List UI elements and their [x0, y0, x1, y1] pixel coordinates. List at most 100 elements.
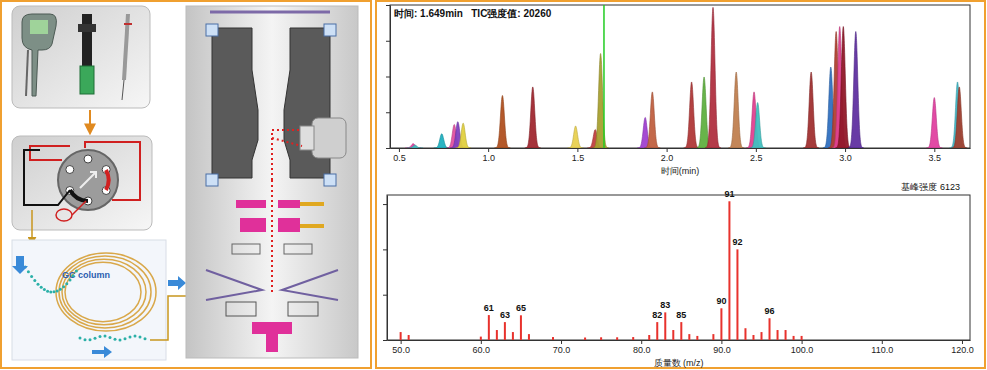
tick-mark — [399, 148, 400, 152]
column-coil — [62, 259, 146, 325]
spectrum-bar — [408, 335, 410, 340]
syringe-plunger — [124, 23, 132, 25]
tick: 3.5 — [929, 148, 942, 163]
spectrum-bar — [664, 312, 666, 340]
peak — [848, 32, 864, 148]
ms-top-plate — [210, 11, 330, 14]
tick-mark — [386, 5, 390, 6]
analyte-dot — [43, 288, 46, 291]
source-block-r — [288, 302, 318, 316]
source-wedge — [206, 270, 338, 300]
peak — [407, 145, 423, 148]
analyte-dot — [46, 290, 49, 293]
spectrum-bar — [512, 332, 514, 340]
chart-subtitle: 基峰强度 6123 — [901, 182, 960, 192]
spectrum-bar — [616, 337, 618, 340]
rod-b — [300, 224, 324, 228]
spectrum-bar — [712, 334, 714, 340]
x-axis: 50.060.070.080.090.0100.0110.0120.0 — [388, 340, 974, 355]
lens-f — [284, 244, 312, 254]
peak — [495, 95, 511, 148]
spectrum-bar — [752, 335, 754, 340]
figure: GC column0.51.01.52.02.53.03.5时间(min)时间:… — [0, 0, 987, 370]
lens-c — [240, 218, 266, 232]
spectrum-bar — [720, 308, 722, 340]
quad-left — [212, 28, 258, 178]
analyte-dot — [62, 285, 65, 288]
analyte-dot — [72, 274, 75, 277]
analyte-dot — [124, 337, 127, 340]
quad-clip — [324, 174, 336, 186]
analyte-dot — [27, 270, 30, 273]
spectrum-bar — [801, 336, 803, 340]
tick-mark — [882, 340, 883, 344]
spectrum-bar — [656, 322, 658, 340]
peak-label: 65 — [516, 303, 526, 313]
spectrum-bar — [520, 315, 522, 340]
analyte-dot — [49, 290, 52, 293]
analyte-dot — [84, 338, 87, 341]
spectrum-bar — [504, 322, 506, 340]
analyte-dot — [65, 282, 68, 285]
chart-title: 时间: 1.649min TIC强度值: 20260 — [394, 8, 552, 19]
spectrum-bar — [600, 337, 602, 340]
spectrum-bar — [496, 330, 498, 340]
sampling-box — [12, 6, 150, 108]
tick-mark — [401, 340, 402, 344]
peak — [684, 82, 700, 148]
analyte-dot — [53, 290, 56, 293]
injector-vial — [80, 66, 94, 94]
analyte-dot — [99, 335, 102, 338]
tick-mark — [481, 340, 482, 344]
left-panel-border — [1, 1, 371, 368]
analyte-dot — [109, 336, 112, 339]
tick-label: 70.0 — [553, 345, 571, 355]
spectrum-bar — [400, 332, 402, 340]
tick: 0.5 — [393, 148, 406, 163]
x-axis-line — [391, 148, 971, 149]
peak-label: 61 — [484, 303, 494, 313]
tick-label: 3.0 — [839, 153, 852, 163]
texts: 时间(min)时间: 1.649min TIC强度值: 20260 — [394, 8, 699, 176]
peak — [951, 87, 967, 148]
tick: 120.0 — [951, 340, 974, 355]
tick-mark — [386, 148, 390, 149]
detector-cap — [300, 126, 314, 150]
peak — [644, 92, 660, 148]
column-coil — [56, 253, 156, 331]
analyte-dot — [59, 288, 62, 291]
column-box — [12, 240, 166, 360]
analyte-dot — [129, 335, 132, 338]
tick — [386, 112, 390, 113]
tick-label: 0.5 — [393, 153, 406, 163]
peak — [455, 123, 471, 148]
peak-label: 96 — [765, 306, 775, 316]
spectrum-bar — [793, 336, 795, 340]
injector-body — [82, 14, 92, 66]
tick — [386, 148, 390, 149]
y-axis-line — [387, 196, 388, 341]
peak-label: 92 — [732, 237, 742, 247]
valve-box — [12, 136, 152, 230]
sample-loop — [56, 201, 86, 221]
ms-box — [186, 6, 358, 358]
tick-label: 50.0 — [392, 345, 410, 355]
tick-label: 110.0 — [871, 345, 893, 355]
tick-label: 90.0 — [713, 345, 731, 355]
tick-mark — [962, 340, 963, 344]
sampler-screen — [30, 20, 48, 34]
x-axis: 0.51.01.52.02.53.03.5 — [391, 148, 971, 163]
handheld-sampler — [22, 14, 56, 96]
ion-path-vertical — [271, 180, 273, 292]
analyte-dot — [144, 337, 147, 340]
valve-port — [66, 166, 74, 174]
tick-mark — [383, 295, 387, 296]
spectrum-bar — [777, 330, 779, 340]
y-axis-line — [390, 6, 391, 149]
analyte-dot — [30, 275, 33, 278]
peak — [525, 87, 541, 148]
right-panel-border — [376, 1, 985, 368]
quad-clip — [206, 174, 218, 186]
syringe-needle — [122, 80, 124, 100]
sampler-leg — [26, 50, 28, 96]
